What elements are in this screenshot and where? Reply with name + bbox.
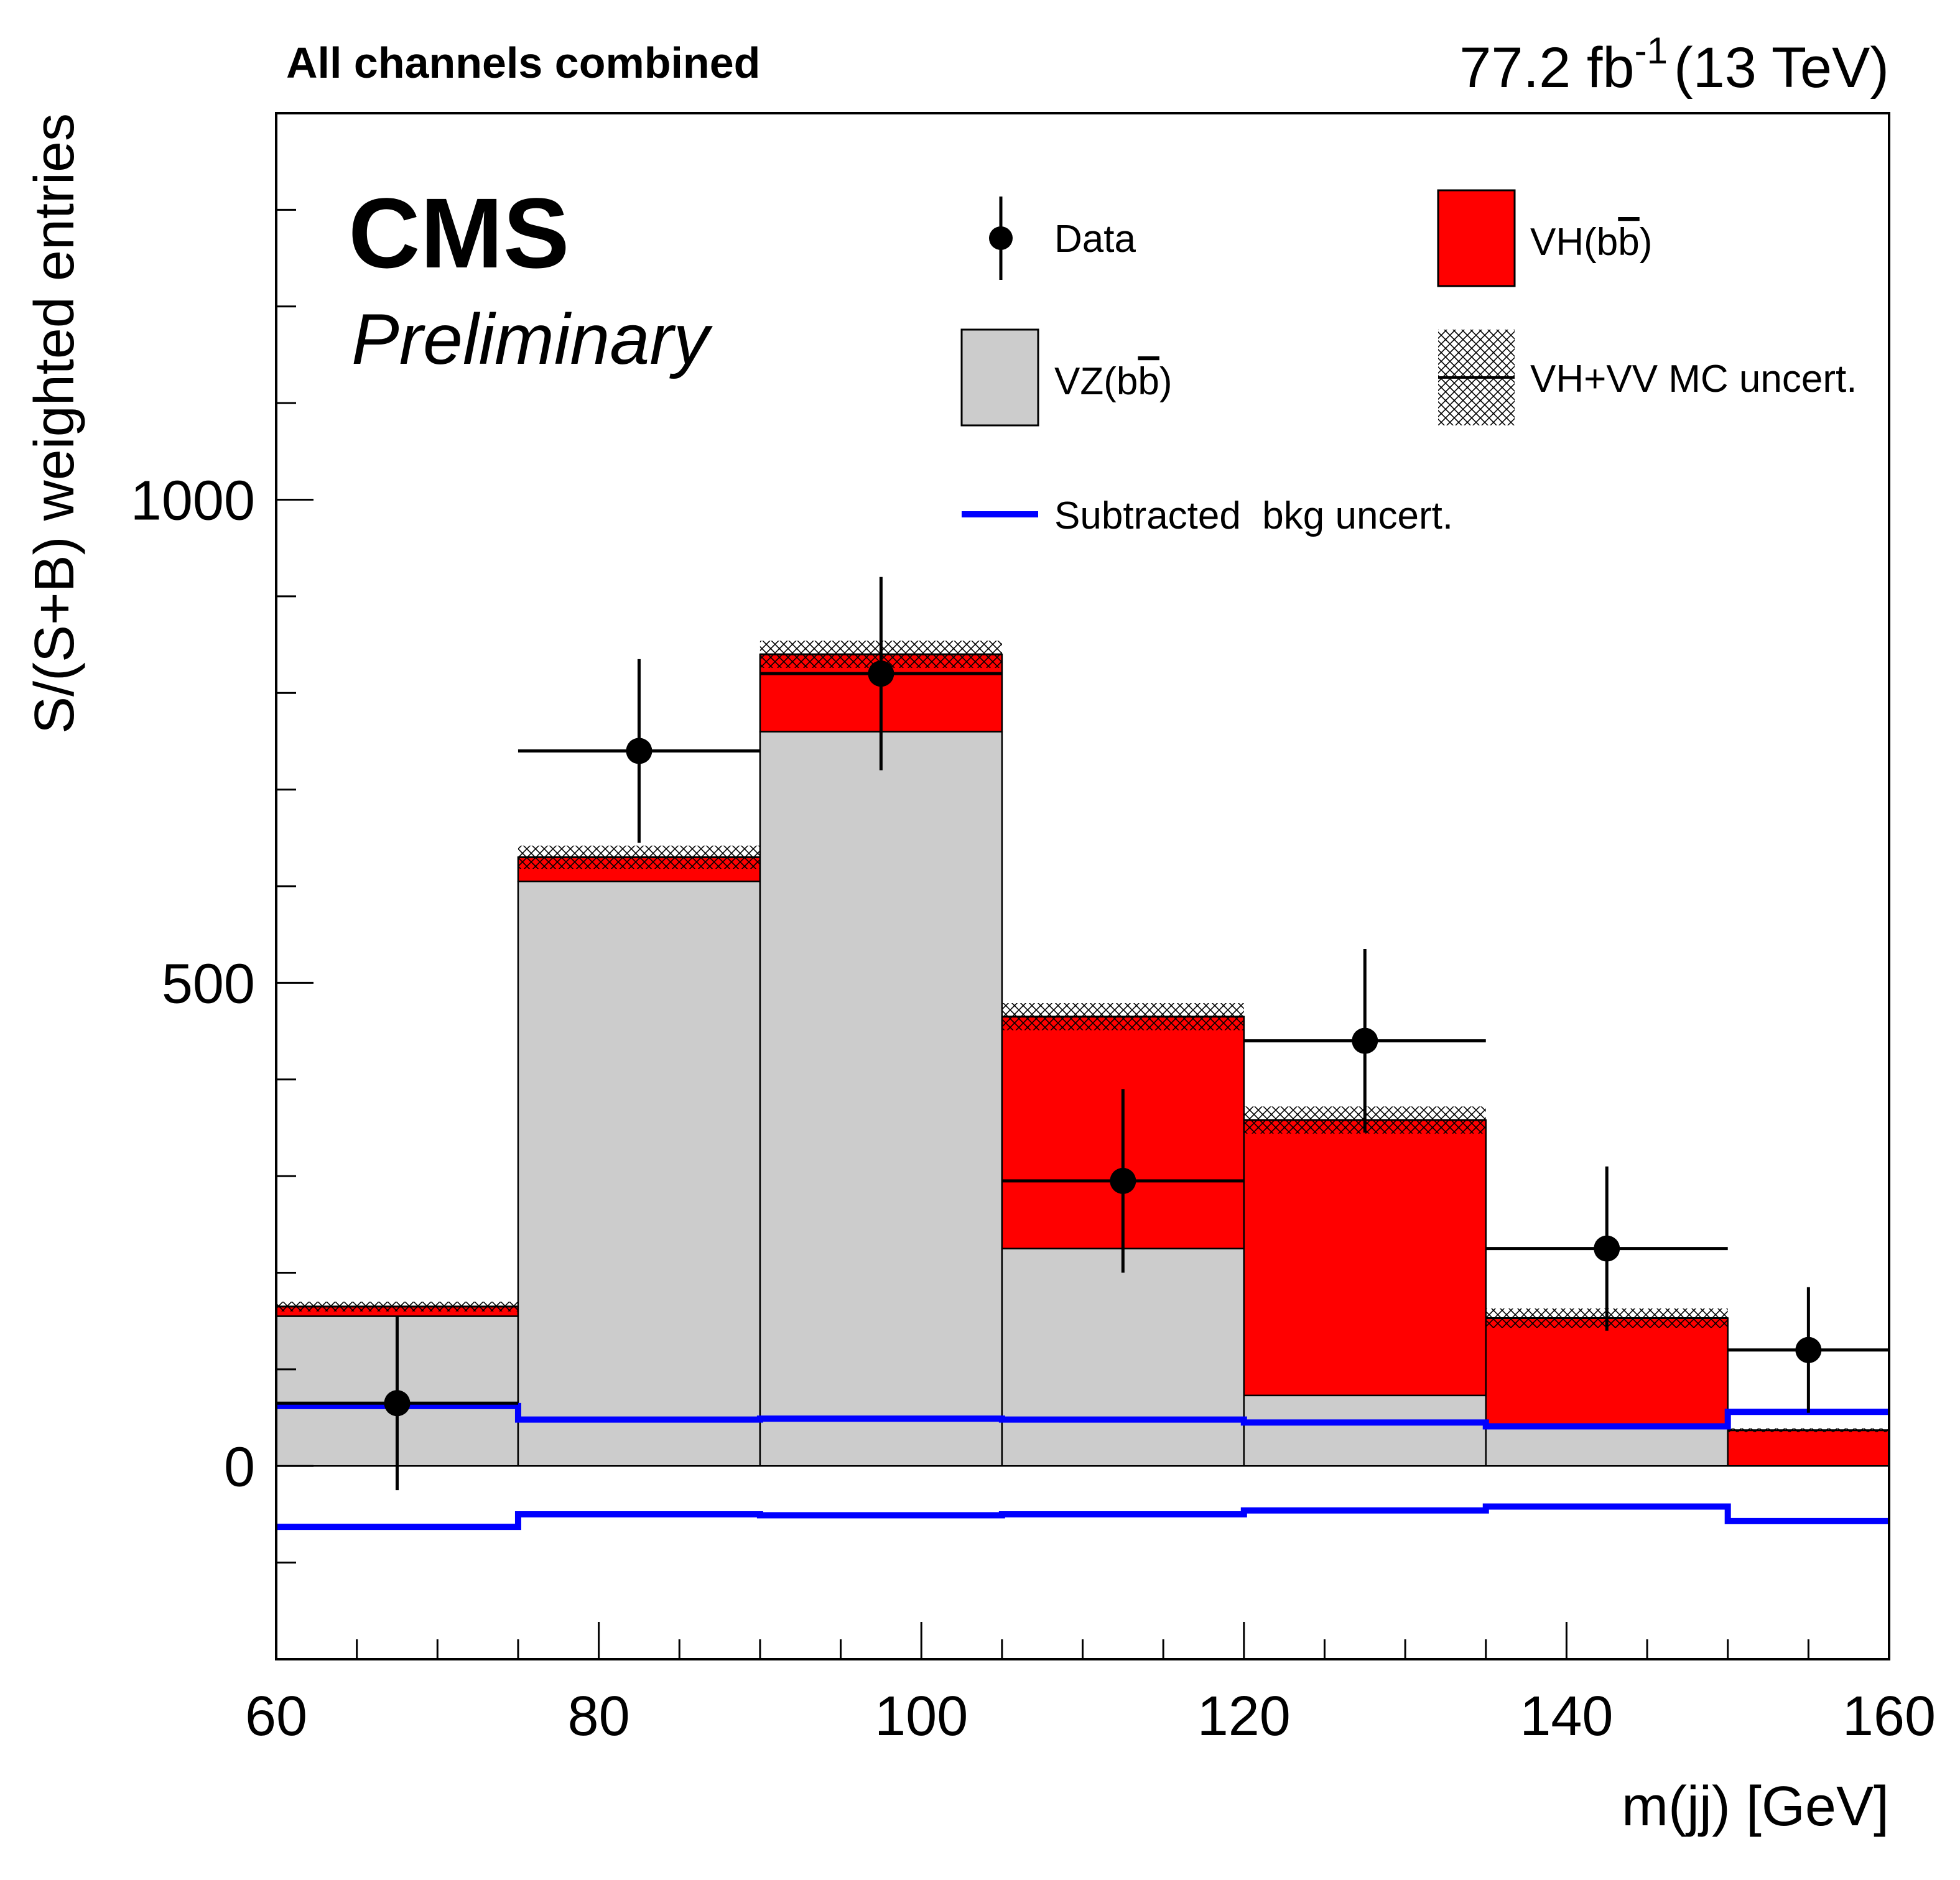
x-tick-label: 120 <box>1197 1685 1291 1748</box>
data-point <box>1110 1167 1136 1194</box>
data-point <box>1795 1336 1822 1363</box>
lumi-unit: fb <box>1587 36 1635 100</box>
y-tick-label: 1000 <box>131 470 255 532</box>
x-tick-label: 80 <box>568 1685 630 1748</box>
status-label: Preliminary <box>351 300 713 379</box>
vz-bar <box>1485 1424 1729 1467</box>
lumi-label: 77.2 fb-1 (13 TeV) <box>1459 30 1889 100</box>
bkg-uncert-upper-line <box>276 1402 1889 1430</box>
bkg-uncert-lower-line <box>276 1503 1889 1530</box>
x-tick-label: 100 <box>875 1685 968 1748</box>
x-tick-label: 60 <box>245 1685 307 1748</box>
legend: Data VH(bb) VZ(bb) VH+VV MC uncert. Subt… <box>960 189 1857 537</box>
lumi-exponent: -1 <box>1635 30 1668 72</box>
data-point <box>868 660 894 687</box>
y-axis-title: S/(S+B) weighted entries <box>24 113 86 734</box>
legend-data-marker <box>989 226 1013 250</box>
vz-bar <box>517 880 761 1467</box>
x-axis-title: m(jj) [GeV] <box>1622 1776 1889 1838</box>
experiment-label: CMS <box>348 177 570 289</box>
legend-vz-close: ) <box>1159 360 1173 403</box>
legend-vh-label: VH(bb) <box>1530 221 1652 264</box>
vh-bar <box>1727 1429 1889 1467</box>
channel-label: All channels combined <box>286 39 760 87</box>
x-tick-label: 140 <box>1520 1685 1613 1748</box>
legend-vh-bar: b <box>1618 221 1639 264</box>
lumi-value: 77.2 <box>1459 36 1571 100</box>
legend-vz-text: VZ(b <box>1054 360 1138 403</box>
data-point <box>1594 1235 1620 1262</box>
legend-bkg-uncert-label: Subtracted bkg uncert. <box>1054 494 1453 537</box>
legend-mc-uncert-label: VH+VV MC uncert. <box>1530 358 1857 401</box>
x-tick-label: 160 <box>1842 1685 1936 1748</box>
legend-vh-swatch <box>1437 189 1516 287</box>
data-point <box>626 738 653 764</box>
data-point <box>1352 1027 1378 1054</box>
legend-vz-swatch <box>960 328 1039 427</box>
lumi-energy: (13 TeV) <box>1674 36 1889 100</box>
vz-bar <box>1243 1394 1487 1467</box>
vh-bar <box>1485 1317 1729 1425</box>
vh-bar <box>1243 1119 1487 1397</box>
vz-bar <box>1001 1248 1245 1467</box>
legend-vz-label: VZ(bb) <box>1054 360 1173 403</box>
y-tick-label: 0 <box>224 1436 255 1498</box>
legend-vz-bar: b <box>1138 360 1159 403</box>
vz-bar <box>759 731 1003 1467</box>
y-tick-label: 500 <box>162 953 255 1015</box>
legend-vh-text: VH(b <box>1530 221 1618 264</box>
legend-vh-close: ) <box>1640 221 1653 264</box>
legend-data-label: Data <box>1054 218 1136 261</box>
data-point <box>384 1390 411 1417</box>
